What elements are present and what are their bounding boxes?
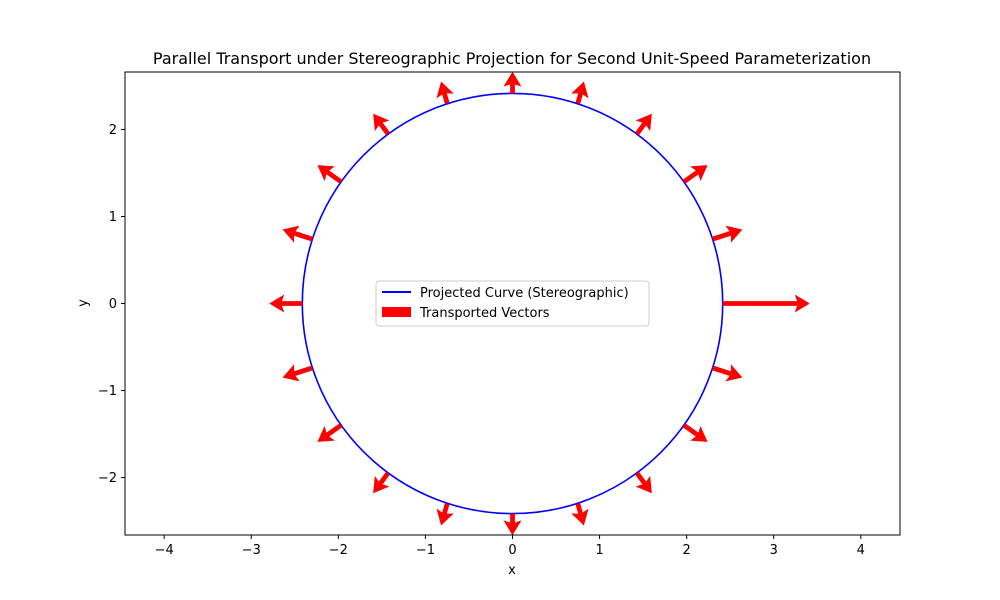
x-tick-label: −1 [416, 543, 435, 558]
x-tick-label: −2 [329, 543, 348, 558]
x-tick-label: 2 [683, 543, 691, 558]
x-axis-ticks: −4 −3 −2 −1 0 1 2 3 4 [155, 535, 865, 558]
transported-vector-arrow [635, 113, 652, 136]
x-tick-label: −4 [155, 543, 174, 558]
transported-vector-arrow [282, 225, 313, 243]
transported-vector-arrow [571, 81, 589, 104]
plot-content [269, 72, 810, 535]
transported-vector-arrow [317, 423, 343, 442]
y-axis-label: y [76, 299, 91, 307]
y-tick-label: −2 [98, 471, 117, 486]
y-tick-label: 2 [109, 123, 117, 138]
x-tick-label: 3 [770, 543, 778, 558]
transported-vector-arrow [436, 503, 454, 526]
legend-label-curve: Projected Curve (Stereographic) [420, 286, 629, 301]
vector-layer [269, 72, 810, 535]
transported-vector-arrow [682, 165, 708, 184]
chart-title: Parallel Transport under Stereographic P… [153, 49, 871, 68]
transported-vector-arrow [503, 72, 522, 94]
legend-label-vectors: Transported Vectors [419, 306, 550, 321]
transported-vector-arrow [722, 294, 810, 313]
x-tick-label: −3 [242, 543, 261, 558]
x-tick-label: 0 [508, 543, 516, 558]
y-tick-label: 0 [109, 297, 117, 312]
transported-vector-arrow [436, 81, 454, 104]
transported-vector-arrow [682, 423, 708, 442]
legend-swatch-vectors [382, 307, 411, 317]
transported-vector-arrow [635, 471, 652, 494]
transported-vector-arrow [317, 165, 343, 184]
transported-vector-arrow [571, 503, 589, 526]
transported-vector-arrow [373, 471, 390, 494]
transported-vector-arrow [269, 294, 303, 313]
legend-box [375, 280, 650, 327]
y-axis-ticks: −2 −1 0 1 2 [98, 123, 125, 486]
y-tick-label: −1 [98, 384, 117, 399]
transported-vector-arrow [503, 513, 522, 535]
transported-vector-arrow [712, 364, 743, 382]
transported-vector-arrow [282, 364, 313, 382]
x-axis-label: x [508, 563, 516, 578]
transported-vector-arrow [712, 225, 743, 243]
legend: Projected Curve (Stereographic) Transpor… [375, 280, 650, 327]
x-tick-label: 1 [595, 543, 603, 558]
y-tick-label: 1 [109, 210, 117, 225]
x-tick-label: 4 [857, 543, 865, 558]
transported-vector-arrow [373, 113, 390, 136]
